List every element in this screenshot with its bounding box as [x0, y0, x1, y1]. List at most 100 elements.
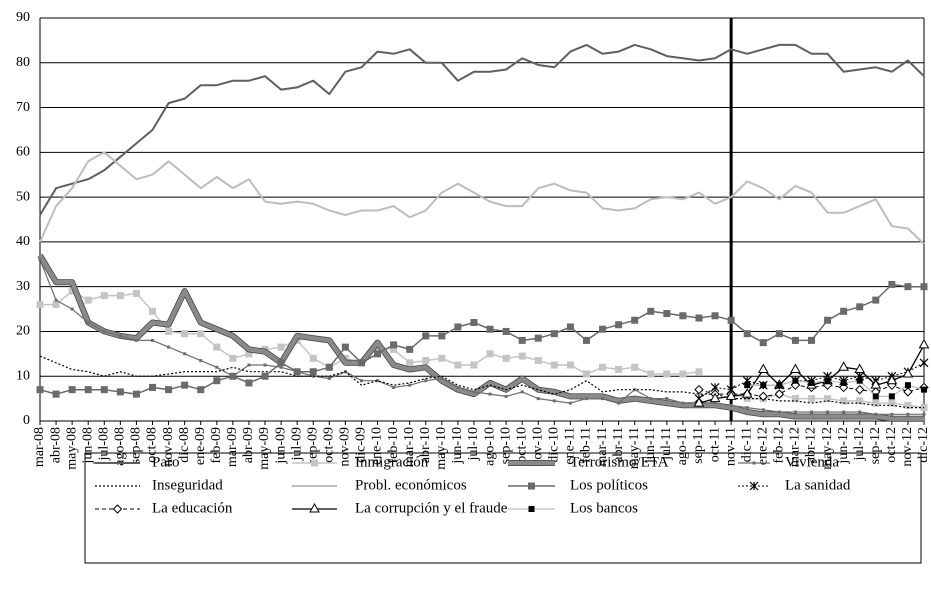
x-tick-label: sep-08 — [129, 427, 144, 464]
marker — [840, 307, 848, 315]
x-tick-label: ene-09 — [193, 427, 208, 465]
marker — [919, 358, 929, 368]
marker — [488, 392, 492, 396]
marker — [774, 389, 785, 399]
x-tick-label: sep-09 — [305, 427, 320, 464]
marker — [536, 397, 540, 401]
marker — [888, 280, 896, 288]
marker — [486, 325, 494, 333]
marker — [615, 321, 623, 329]
marker — [904, 401, 912, 409]
marker — [711, 312, 719, 320]
x-tick-label: jun-12 — [836, 427, 851, 465]
marker — [213, 377, 221, 385]
marker — [679, 370, 687, 378]
marker — [422, 332, 430, 340]
x-tick-label: oct-12 — [884, 427, 899, 463]
marker — [758, 391, 768, 402]
marker — [390, 345, 398, 353]
marker — [744, 382, 751, 389]
marker — [247, 363, 251, 367]
y-tick-label: 80 — [16, 55, 30, 70]
marker — [229, 372, 237, 380]
x-tick-label: feb-11 — [579, 427, 594, 463]
legend-box — [84, 452, 922, 564]
x-tick-label: may-10 — [434, 427, 449, 470]
legend-label: La corrupción y el fraude — [355, 500, 508, 516]
marker — [100, 386, 108, 394]
legend-label: Inmigración — [355, 454, 429, 470]
marker — [840, 379, 847, 386]
marker — [808, 379, 815, 386]
marker — [102, 329, 106, 333]
series-line — [39, 355, 924, 409]
x-tick-label: oct-08 — [145, 427, 160, 463]
marker — [693, 397, 705, 407]
legend-marker — [309, 502, 320, 513]
marker — [870, 379, 882, 389]
marker — [745, 406, 749, 410]
x-tick-label: jul-08 — [97, 427, 112, 461]
marker — [890, 412, 894, 416]
marker — [518, 352, 526, 360]
marker — [824, 316, 832, 324]
legend-label: La sanidad — [785, 477, 851, 493]
legend-marker — [112, 504, 123, 514]
marker — [840, 397, 848, 405]
marker — [550, 330, 558, 338]
series-line — [747, 380, 925, 398]
marker — [181, 330, 189, 338]
marker — [727, 316, 735, 324]
marker — [922, 412, 926, 416]
marker — [826, 410, 830, 414]
marker — [151, 338, 155, 342]
marker — [729, 403, 733, 407]
legend-label: Probl. económicos — [355, 477, 467, 493]
x-tick-label: jun-09 — [273, 427, 288, 465]
marker — [647, 307, 655, 315]
marker — [872, 393, 879, 400]
marker — [888, 399, 896, 407]
marker — [84, 386, 92, 394]
marker — [775, 330, 783, 338]
marker — [199, 359, 203, 363]
x-tick-label: oct-09 — [322, 427, 337, 463]
marker — [118, 334, 122, 338]
marker — [582, 336, 590, 344]
y-tick-label: 70 — [16, 100, 30, 115]
x-tick-label: oct-11 — [707, 427, 722, 462]
marker — [309, 354, 317, 362]
marker — [681, 401, 685, 405]
marker — [599, 325, 607, 333]
marker — [341, 343, 349, 351]
marker — [550, 361, 558, 369]
marker — [741, 388, 753, 398]
x-tick-label: mar-10 — [402, 427, 417, 467]
marker — [293, 368, 301, 376]
marker — [534, 334, 542, 342]
series-line — [39, 43, 925, 216]
marker — [390, 341, 398, 349]
marker — [842, 410, 846, 414]
marker — [647, 370, 655, 378]
x-tick-label: ene-10 — [370, 427, 385, 465]
marker — [695, 368, 703, 376]
series-line — [38, 254, 924, 422]
marker — [70, 307, 74, 311]
marker — [791, 336, 799, 344]
marker — [807, 336, 815, 344]
x-tick-label: dic-09 — [354, 427, 369, 463]
x-tick-label: ene-11 — [563, 427, 578, 465]
marker — [376, 379, 380, 383]
x-tick-label: jul-12 — [852, 427, 867, 461]
marker — [791, 395, 799, 403]
y-tick-label: 30 — [16, 279, 30, 294]
marker — [601, 397, 605, 401]
marker — [215, 365, 219, 369]
marker — [84, 296, 92, 304]
marker — [279, 365, 283, 369]
marker — [566, 361, 574, 369]
marker — [725, 390, 737, 400]
marker — [903, 387, 913, 397]
x-tick-label: nov-09 — [338, 427, 353, 467]
